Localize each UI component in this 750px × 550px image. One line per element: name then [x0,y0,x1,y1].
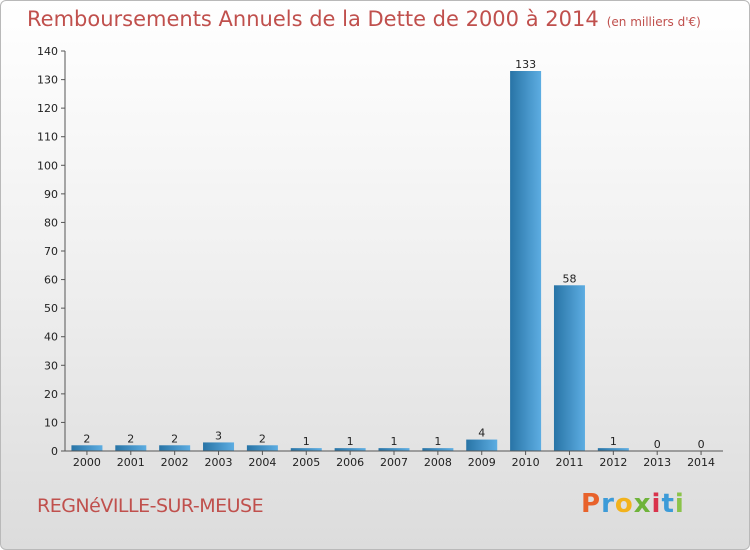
x-tick-label: 2006 [336,456,364,469]
logo-letter: o [614,489,634,519]
y-tick: 90 [44,188,65,201]
y-tick-label: 120 [37,102,58,115]
y-tick-label: 40 [44,331,58,344]
logo-letter: x [633,489,652,519]
y-tick: 20 [44,388,65,401]
bar-value-label: 2 [127,432,134,445]
bar [71,445,103,451]
y-tick: 120 [37,102,65,115]
logo-letter: i [674,489,685,519]
bar [510,71,542,451]
chart-title-text: Remboursements Annuels de la Dette de 20… [27,7,599,31]
bar-value-label: 1 [434,435,441,448]
logo-letter: P [581,489,602,519]
bar-value-label: 133 [515,58,536,71]
y-tick-label: 90 [44,188,58,201]
y-tick-label: 130 [37,74,58,87]
bar [378,448,410,451]
bar [290,448,322,451]
bar-value-label: 3 [215,429,222,442]
y-axis: 0 10 20 30 40 50 60 70 80 90 100 110 120 130 140 [37,45,66,458]
logo-letter: r [601,489,615,519]
x-tick-label: 2007 [380,456,408,469]
y-tick-label: 30 [44,359,58,372]
y-tick: 30 [44,359,65,372]
y-tick: 50 [44,302,65,315]
x-tick-label: 2000 [73,456,101,469]
x-tick-label: 2001 [117,456,145,469]
bar-value-label: 2 [171,432,178,445]
bar [203,442,235,451]
bar-value-label: 2 [83,432,90,445]
y-tick-label: 100 [37,159,58,172]
x-tick-label: 2002 [161,456,189,469]
x-tick-label: 2005 [292,456,320,469]
bar-value-label: 4 [478,427,485,440]
y-tick: 100 [37,159,65,172]
bar-value-label: 1 [610,435,617,448]
y-tick: 70 [44,245,65,258]
bar [246,445,278,451]
y-tick-label: 140 [37,45,58,58]
logo-letter: i [651,489,662,519]
x-tick-label: 2014 [687,456,715,469]
bar-value-label: 1 [303,435,310,448]
y-tick: 130 [37,74,65,87]
bar-value-label: 58 [562,272,576,285]
x-tick-label: 2012 [599,456,627,469]
chart-unit-text: (en milliers d'€) [606,15,701,29]
bar [466,439,498,451]
bar-value-label: 0 [654,438,661,451]
y-tick-label: 110 [37,131,58,144]
city-name: REGNéVILLE-SUR-MEUSE [37,495,264,517]
bar-value-label: 1 [347,435,354,448]
y-tick-label: 50 [44,302,58,315]
bar [597,448,629,451]
bar [115,445,147,451]
bar [334,448,366,451]
y-tick: 10 [44,416,65,429]
y-tick-label: 10 [44,416,58,429]
y-tick-label: 20 [44,388,58,401]
bar [159,445,191,451]
y-tick-label: 70 [44,245,58,258]
chart-title: Remboursements Annuels de la Dette de 20… [27,7,701,31]
y-tick: 80 [44,216,65,229]
logo-letter: t [661,489,675,519]
y-tick: 0 [51,445,65,458]
x-tick-label: 2003 [205,456,233,469]
proxiti-logo: Proxiti [581,489,685,519]
y-tick: 110 [37,131,65,144]
x-tick-label: 2013 [643,456,671,469]
y-tick-label: 80 [44,216,58,229]
x-tick-label: 2008 [424,456,452,469]
bar-value-label: 0 [698,438,705,451]
bars: 2 2000 2 2001 2 2002 3 2003 2 2004 1 2005 1 2006 1 2007… [71,58,715,469]
y-tick: 140 [37,45,65,58]
bar-value-label: 1 [391,435,398,448]
y-tick: 60 [44,274,65,287]
y-tick-label: 60 [44,274,58,287]
x-tick-label: 2009 [468,456,496,469]
bar-value-label: 2 [259,432,266,445]
bar [553,285,585,451]
y-tick: 40 [44,331,65,344]
x-tick-label: 2011 [555,456,583,469]
x-tick-label: 2004 [248,456,276,469]
bar [422,448,454,451]
y-tick-label: 0 [51,445,58,458]
x-tick-label: 2010 [512,456,540,469]
